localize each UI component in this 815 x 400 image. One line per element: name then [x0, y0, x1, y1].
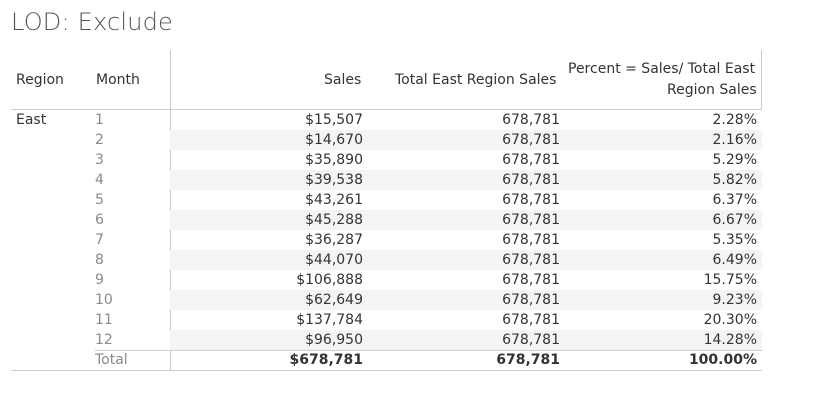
month-cell[interactable]: 6	[95, 212, 104, 228]
sales-cell[interactable]: $15,507	[305, 112, 363, 128]
header-sales[interactable]: Sales	[324, 72, 362, 88]
header-region[interactable]: Region	[16, 72, 64, 88]
table-row: 1 $15,507 678,781 2.28%	[95, 110, 762, 130]
total-east-region-cell[interactable]: 678,781	[502, 112, 560, 128]
sales-cell[interactable]: $43,261	[305, 192, 363, 208]
total-east-region-cell[interactable]: 678,781	[502, 332, 560, 348]
percent-cell[interactable]: 20.30%	[703, 312, 757, 328]
month-cell[interactable]: 3	[95, 152, 104, 168]
total-east-region-cell[interactable]: 678,781	[502, 132, 560, 148]
region-cell-east[interactable]: East	[16, 112, 47, 128]
percent-cell[interactable]: 15.75%	[703, 272, 757, 288]
total-east-region-cell[interactable]: 678,781	[502, 272, 560, 288]
month-cell[interactable]: 10	[95, 292, 113, 308]
sales-cell[interactable]: $96,950	[305, 332, 363, 348]
header-month[interactable]: Month	[96, 72, 140, 88]
month-cell[interactable]: 5	[95, 192, 104, 208]
total-east-region-cell[interactable]: 678,781	[502, 212, 560, 228]
table-row: 6 $45,288 678,781 6.67%	[95, 210, 762, 230]
sales-cell[interactable]: $44,070	[305, 252, 363, 268]
table-bottom-border	[11, 370, 762, 371]
total-sales[interactable]: $678,781	[289, 352, 363, 368]
percent-cell[interactable]: 2.16%	[712, 132, 757, 148]
header-total-east-region-sales[interactable]: Total East Region Sales	[395, 72, 557, 88]
table-row: 4 $39,538 678,781 5.82%	[95, 170, 762, 190]
header-percent-line2[interactable]: Region Sales	[667, 82, 757, 98]
header-separator	[11, 109, 762, 110]
crosstab-table: Region Month Sales Total East Region Sal…	[11, 50, 762, 371]
total-east-region-cell[interactable]: 678,781	[502, 292, 560, 308]
month-cell[interactable]: 8	[95, 252, 104, 268]
total-east-region-cell[interactable]: 678,781	[502, 172, 560, 188]
percent-cell[interactable]: 5.35%	[712, 232, 757, 248]
percent-cell[interactable]: 14.28%	[703, 332, 757, 348]
total-east-region-cell[interactable]: 678,781	[502, 192, 560, 208]
total-row: Total $678,781 678,781 100.00%	[95, 350, 762, 370]
percent-cell[interactable]: 6.49%	[712, 252, 757, 268]
table-row: 10 $62,649 678,781 9.23%	[95, 290, 762, 310]
percent-cell[interactable]: 5.29%	[712, 152, 757, 168]
percent-cell[interactable]: 2.28%	[712, 112, 757, 128]
total-east-region[interactable]: 678,781	[496, 352, 560, 368]
sales-cell[interactable]: $36,287	[305, 232, 363, 248]
table-row: 8 $44,070 678,781 6.49%	[95, 250, 762, 270]
month-cell[interactable]: 2	[95, 132, 104, 148]
month-cell[interactable]: 1	[95, 112, 104, 128]
table-row: 12 $96,950 678,781 14.28%	[95, 330, 762, 350]
table-row: 2 $14,670 678,781 2.16%	[95, 130, 762, 150]
total-separator	[95, 350, 762, 351]
sales-cell[interactable]: $106,888	[296, 272, 363, 288]
percent-cell[interactable]: 9.23%	[712, 292, 757, 308]
table-row: 3 $35,890 678,781 5.29%	[95, 150, 762, 170]
sales-cell[interactable]: $45,288	[305, 212, 363, 228]
header-percent-line1[interactable]: Percent = Sales/ Total East	[568, 61, 756, 77]
page-title: LOD: Exclude	[11, 8, 174, 36]
total-east-region-cell[interactable]: 678,781	[502, 312, 560, 328]
total-east-region-cell[interactable]: 678,781	[502, 232, 560, 248]
sales-cell[interactable]: $14,670	[305, 132, 363, 148]
sales-cell[interactable]: $39,538	[305, 172, 363, 188]
percent-cell[interactable]: 6.37%	[712, 192, 757, 208]
total-east-region-cell[interactable]: 678,781	[502, 152, 560, 168]
month-cell[interactable]: 7	[95, 232, 104, 248]
table-row: 7 $36,287 678,781 5.35%	[95, 230, 762, 250]
percent-cell[interactable]: 5.82%	[712, 172, 757, 188]
table-row: 9 $106,888 678,781 15.75%	[95, 270, 762, 290]
total-label: Total	[95, 352, 128, 368]
month-cell[interactable]: 11	[95, 312, 113, 328]
total-percent[interactable]: 100.00%	[688, 352, 757, 368]
percent-cell[interactable]: 6.67%	[712, 212, 757, 228]
table-row: 11 $137,784 678,781 20.30%	[95, 310, 762, 330]
sales-cell[interactable]: $137,784	[296, 312, 363, 328]
divider-right	[761, 50, 762, 110]
total-east-region-cell[interactable]: 678,781	[502, 252, 560, 268]
sales-cell[interactable]: $62,649	[305, 292, 363, 308]
table-row: 5 $43,261 678,781 6.37%	[95, 190, 762, 210]
sales-cell[interactable]: $35,890	[305, 152, 363, 168]
month-cell[interactable]: 12	[95, 332, 113, 348]
month-cell[interactable]: 9	[95, 272, 104, 288]
month-cell[interactable]: 4	[95, 172, 104, 188]
